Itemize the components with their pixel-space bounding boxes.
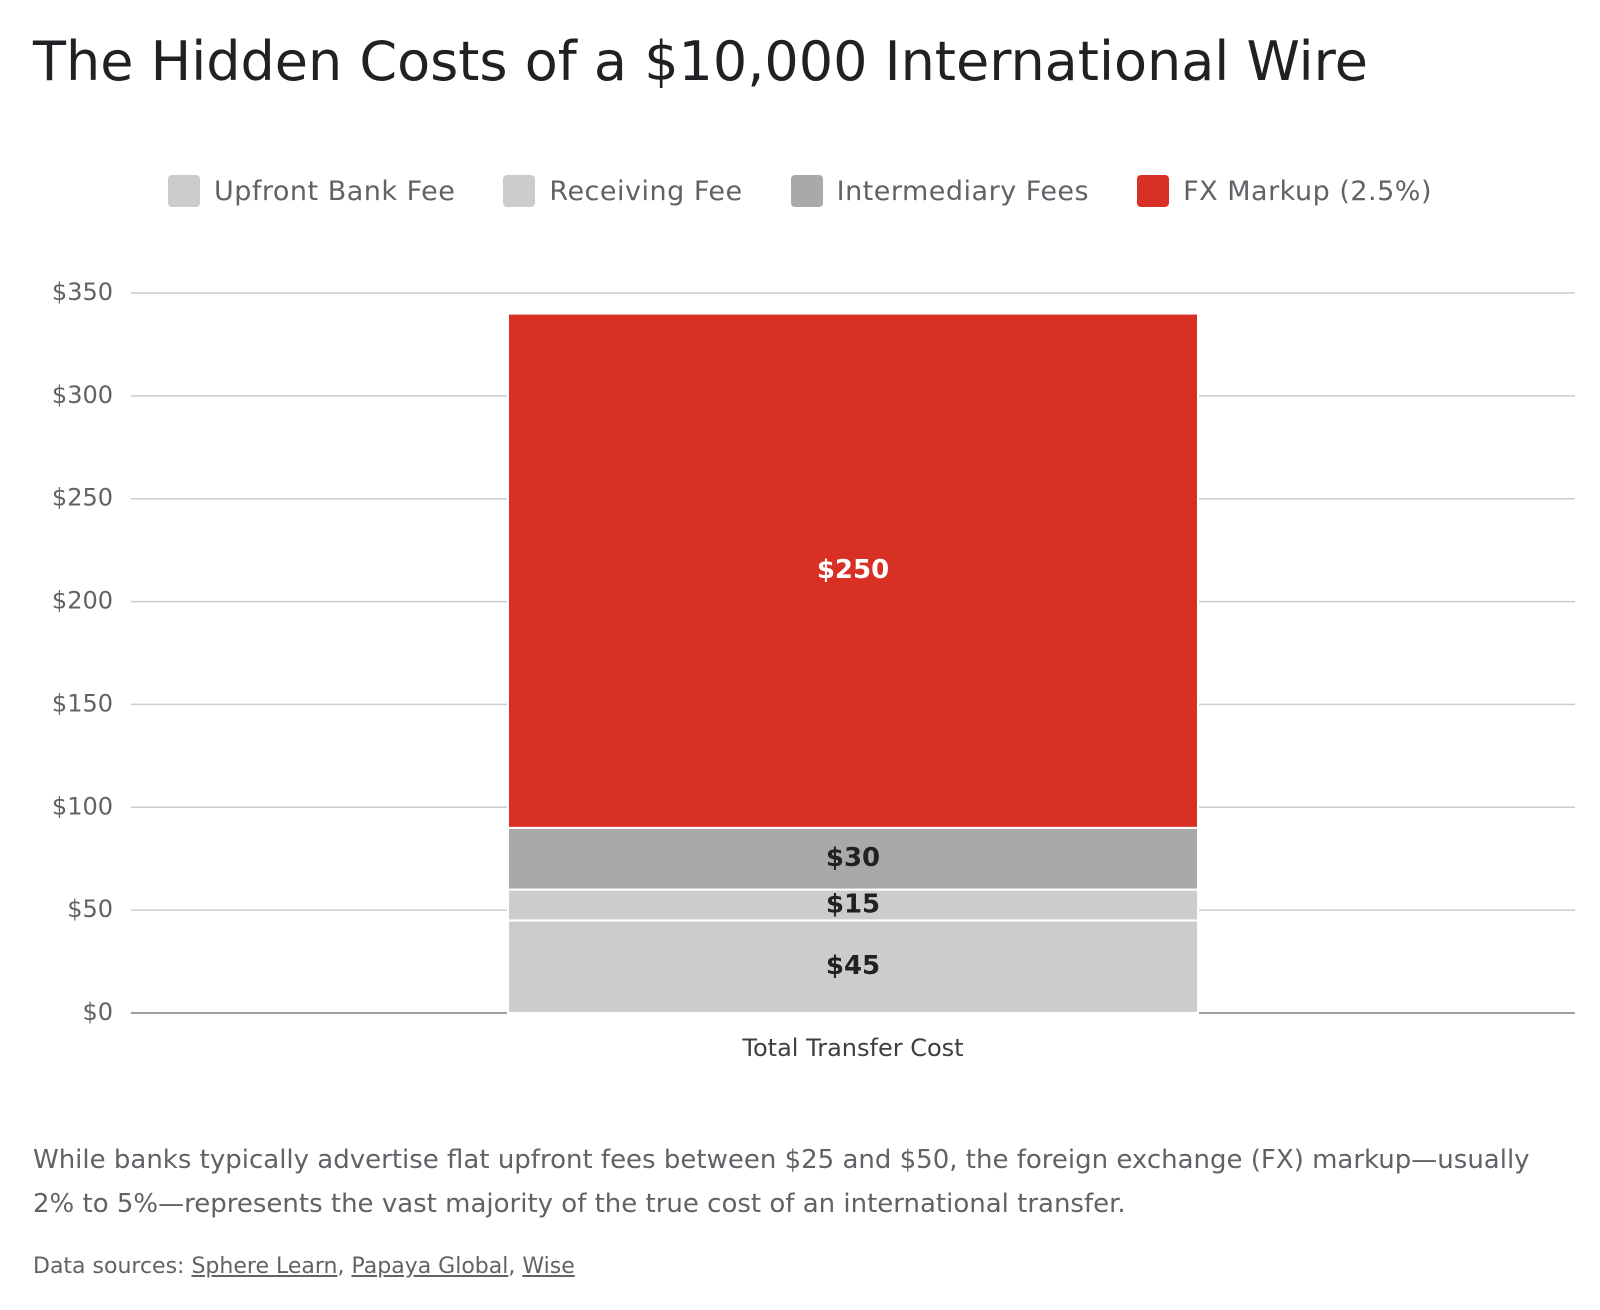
y-tick-label: $100	[52, 792, 113, 820]
y-tick-label: $200	[52, 587, 113, 615]
legend-swatch	[168, 175, 200, 207]
legend: Upfront Bank Fee Receiving Fee Intermediar…	[0, 175, 1600, 207]
source-separator: ,	[337, 1254, 345, 1279]
value-label: $30	[826, 843, 880, 873]
legend-label: Receiving Fee	[549, 175, 743, 207]
bar-segment	[507, 312, 1199, 829]
legend-swatch	[790, 175, 823, 207]
note: While banks typically advertise flat upf…	[33, 1145, 1530, 1219]
y-tick-label: $0	[82, 998, 113, 1026]
y-tick-label: $250	[52, 484, 113, 512]
x-tick-label: Total Transfer Cost	[741, 1034, 963, 1062]
source-link[interactable]: Wise	[522, 1254, 575, 1279]
legend-swatch	[1137, 175, 1170, 207]
legend-item: Intermediary Fees	[790, 175, 1090, 207]
bar-segment	[507, 888, 1199, 922]
sources-label: Data sources:	[33, 1254, 185, 1279]
value-label: $250	[817, 555, 889, 585]
value-label: $15	[826, 890, 880, 920]
legend-item: FX Markup (2.5%)	[1137, 175, 1432, 207]
source-separator: ,	[508, 1254, 516, 1279]
legend-swatch	[503, 175, 536, 207]
legend-label: FX Markup (2.5%)	[1183, 175, 1432, 207]
source-link[interactable]: Papaya Global	[351, 1254, 509, 1279]
y-tick-label: $50	[67, 895, 113, 923]
legend-item: Receiving Fee	[503, 175, 742, 207]
legend-label: Upfront Bank Fee	[214, 175, 456, 207]
value-label: $45	[826, 951, 880, 981]
bar-segment	[507, 826, 1199, 891]
y-tick-label: $350	[52, 278, 113, 306]
y-tick-label: $150	[52, 689, 113, 717]
sources: Data sources: Sphere Learn, Papaya Globa…	[33, 1254, 575, 1279]
legend-item: Upfront Bank Fee	[168, 175, 455, 207]
y-tick-label: $300	[52, 381, 113, 409]
chart-title: The Hidden Costs of a $10,000 Internatio…	[33, 30, 1368, 93]
legend-label: Intermediary Fees	[836, 175, 1090, 207]
source-link[interactable]: Sphere Learn	[191, 1254, 338, 1279]
chart: $0 $50 $100 $150 $200 $250 $300 $350 $45 $15 $30 $2…	[52, 278, 1575, 1062]
